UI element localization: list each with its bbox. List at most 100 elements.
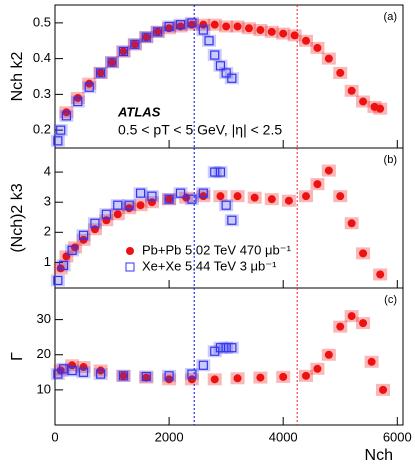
y-axis-label: Γ <box>9 352 26 361</box>
marker <box>113 210 122 219</box>
marker <box>53 369 63 379</box>
marker <box>118 46 129 57</box>
marker <box>136 201 145 210</box>
marker <box>101 209 111 219</box>
panel-label: (a) <box>384 11 397 23</box>
marker <box>79 363 88 372</box>
marker <box>221 343 231 353</box>
annotation: ATLAS <box>117 104 161 119</box>
marker <box>187 375 196 384</box>
marker <box>233 374 242 383</box>
marker <box>347 86 356 95</box>
x-tick-label: 2000 <box>155 429 184 444</box>
marker <box>187 194 197 204</box>
marker <box>215 343 226 353</box>
marker <box>187 18 197 28</box>
x-tick-label: 4000 <box>269 429 298 444</box>
legend-marker <box>126 247 134 255</box>
marker <box>227 215 237 225</box>
legend-marker <box>125 262 135 272</box>
marker <box>347 312 356 321</box>
marker <box>256 26 265 35</box>
marker <box>210 375 219 384</box>
marker <box>73 96 83 107</box>
y-tick-label: 4 <box>44 164 51 179</box>
marker <box>61 111 72 121</box>
marker <box>119 371 128 380</box>
marker <box>119 47 128 56</box>
marker <box>142 373 151 382</box>
marker <box>67 245 77 255</box>
marker <box>376 270 385 279</box>
marker <box>210 50 220 60</box>
marker <box>84 82 94 92</box>
marker <box>199 192 208 201</box>
marker <box>125 204 134 213</box>
marker <box>227 73 237 83</box>
marker <box>376 104 385 113</box>
marker <box>78 367 89 377</box>
marker <box>359 249 368 258</box>
marker <box>164 21 174 32</box>
marker <box>324 166 333 175</box>
marker <box>222 22 231 31</box>
marker <box>210 167 220 177</box>
y-tick-label: 1 <box>44 254 51 269</box>
marker <box>324 350 333 359</box>
marker <box>256 373 265 382</box>
marker <box>164 371 174 381</box>
marker <box>290 31 299 40</box>
marker <box>359 319 368 328</box>
marker <box>302 371 311 380</box>
y-tick-label: 3 <box>44 194 51 209</box>
y-axis-label: (Nch)2 k3 <box>9 183 26 252</box>
panel-label: (c) <box>384 294 397 306</box>
y-tick-label: 10 <box>37 381 51 396</box>
y-tick-label: 0.5 <box>33 14 51 29</box>
marker <box>336 322 345 331</box>
marker <box>244 24 253 33</box>
x-axis-label: Nch <box>365 447 393 464</box>
marker <box>124 200 134 210</box>
legend-label: Xe+Xe 5.44 TeV 3 μb⁻¹ <box>142 258 277 273</box>
y-tick-label: 0.4 <box>33 50 51 65</box>
marker <box>130 39 140 49</box>
marker <box>279 372 288 381</box>
y-axis-label: Nch k2 <box>9 52 26 102</box>
y-tick-label: 0.3 <box>33 86 51 101</box>
marker <box>141 32 151 42</box>
marker <box>313 180 322 189</box>
marker <box>147 191 157 201</box>
marker <box>198 360 208 370</box>
marker <box>53 136 63 146</box>
marker <box>153 27 163 37</box>
marker <box>107 57 117 67</box>
marker <box>96 68 105 77</box>
marker <box>175 188 186 198</box>
marker <box>379 385 388 394</box>
marker <box>233 192 242 201</box>
marker <box>302 192 311 201</box>
marker <box>68 361 77 370</box>
legend-label: Pb+Pb 5.02 TeV 470 μb⁻¹ <box>142 242 292 257</box>
marker <box>250 193 259 202</box>
marker <box>267 27 276 36</box>
marker <box>113 200 123 210</box>
marker <box>324 54 333 63</box>
marker <box>267 195 276 204</box>
marker <box>118 371 129 381</box>
marker <box>210 20 219 29</box>
marker <box>67 365 77 376</box>
marker <box>198 25 208 35</box>
x-tick-label: 6000 <box>383 429 412 444</box>
marker-box <box>105 56 120 69</box>
marker <box>141 371 151 382</box>
marker <box>313 43 322 52</box>
marker <box>227 343 237 353</box>
marker <box>199 20 208 29</box>
marker <box>347 219 356 228</box>
marker <box>175 20 186 30</box>
marker <box>302 36 311 45</box>
marker <box>56 264 65 273</box>
